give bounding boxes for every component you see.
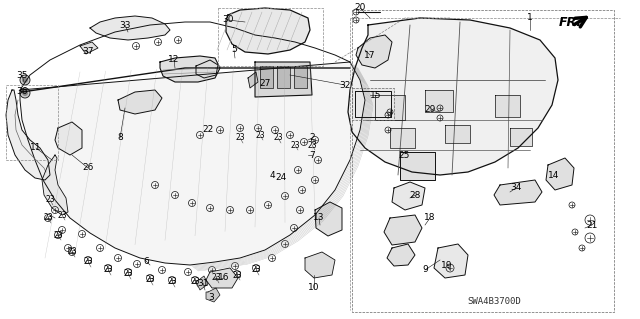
Text: 19: 19 — [441, 261, 452, 270]
Polygon shape — [392, 182, 425, 210]
Text: 16: 16 — [218, 273, 230, 283]
Text: 23: 23 — [83, 257, 93, 266]
Polygon shape — [206, 288, 220, 302]
Polygon shape — [305, 252, 335, 278]
Text: 23: 23 — [103, 265, 113, 275]
Text: 37: 37 — [83, 48, 93, 56]
Text: 6: 6 — [143, 256, 149, 265]
Text: 11: 11 — [30, 144, 42, 152]
Text: 5: 5 — [231, 46, 237, 55]
Polygon shape — [42, 155, 68, 215]
Polygon shape — [352, 88, 394, 120]
Text: 18: 18 — [424, 213, 436, 222]
Polygon shape — [20, 62, 365, 265]
Polygon shape — [390, 128, 415, 148]
Polygon shape — [348, 18, 558, 175]
Text: 23: 23 — [235, 133, 245, 143]
Text: 23: 23 — [167, 278, 177, 286]
Text: 23: 23 — [190, 278, 200, 286]
Text: 7: 7 — [309, 151, 315, 160]
Circle shape — [22, 77, 28, 83]
Polygon shape — [387, 244, 415, 266]
Text: 27: 27 — [259, 78, 271, 87]
Text: 12: 12 — [168, 56, 180, 64]
Polygon shape — [356, 35, 392, 68]
Polygon shape — [434, 244, 468, 278]
Polygon shape — [196, 276, 208, 290]
Text: 22: 22 — [202, 125, 214, 135]
Polygon shape — [118, 90, 162, 114]
Polygon shape — [260, 66, 273, 88]
Polygon shape — [248, 72, 258, 88]
Text: 24: 24 — [275, 174, 287, 182]
Text: 9: 9 — [422, 265, 428, 275]
Text: 23: 23 — [67, 248, 77, 256]
Text: 23: 23 — [251, 265, 261, 275]
Text: 23: 23 — [307, 140, 317, 150]
Text: 33: 33 — [119, 20, 131, 29]
Polygon shape — [445, 125, 470, 143]
Text: 26: 26 — [83, 164, 93, 173]
Text: 1: 1 — [527, 13, 533, 23]
Polygon shape — [384, 215, 422, 245]
Text: FR.: FR. — [559, 16, 582, 28]
Text: 23: 23 — [145, 276, 155, 285]
Polygon shape — [160, 56, 220, 82]
Polygon shape — [6, 90, 50, 180]
Text: 13: 13 — [313, 213, 324, 222]
Polygon shape — [375, 95, 405, 120]
Text: 23: 23 — [57, 211, 67, 219]
Text: 34: 34 — [510, 183, 522, 192]
Text: 4: 4 — [269, 170, 275, 180]
Text: 29: 29 — [424, 106, 436, 115]
Text: 25: 25 — [398, 151, 410, 160]
Text: 23: 23 — [232, 271, 242, 279]
Polygon shape — [255, 62, 312, 97]
Polygon shape — [80, 42, 98, 54]
Text: 30: 30 — [222, 16, 234, 25]
Text: 36: 36 — [16, 87, 28, 97]
Polygon shape — [495, 95, 520, 117]
Text: 21: 21 — [586, 220, 598, 229]
Polygon shape — [196, 60, 218, 78]
Text: 28: 28 — [410, 190, 420, 199]
Text: 35: 35 — [16, 70, 28, 79]
Text: 23: 23 — [211, 273, 221, 283]
Polygon shape — [277, 66, 290, 88]
Text: SWA4B3700D: SWA4B3700D — [467, 298, 521, 307]
Text: 32: 32 — [339, 80, 351, 90]
Polygon shape — [315, 202, 342, 236]
Text: 23: 23 — [53, 231, 63, 240]
Text: 23: 23 — [123, 270, 133, 278]
Text: 23: 23 — [45, 196, 55, 204]
Polygon shape — [294, 66, 307, 88]
Text: 31: 31 — [197, 278, 209, 287]
Text: 14: 14 — [548, 170, 560, 180]
Text: 23: 23 — [290, 140, 300, 150]
Text: 10: 10 — [308, 284, 320, 293]
Polygon shape — [206, 268, 238, 288]
Text: 3: 3 — [208, 293, 214, 302]
Text: 23: 23 — [273, 133, 283, 143]
Polygon shape — [425, 90, 453, 112]
Text: 8: 8 — [117, 133, 123, 143]
Text: 17: 17 — [364, 50, 376, 60]
Polygon shape — [400, 152, 435, 180]
Polygon shape — [226, 8, 310, 54]
Text: 2: 2 — [309, 133, 315, 143]
Polygon shape — [494, 180, 542, 205]
Text: 15: 15 — [371, 91, 381, 100]
Text: 23: 23 — [255, 130, 265, 139]
Circle shape — [20, 75, 30, 85]
Polygon shape — [55, 122, 82, 155]
Polygon shape — [510, 128, 532, 146]
Circle shape — [20, 88, 30, 98]
Text: 23: 23 — [43, 213, 53, 222]
Polygon shape — [90, 16, 170, 40]
Text: 20: 20 — [355, 4, 365, 12]
Polygon shape — [546, 158, 574, 190]
Circle shape — [22, 90, 28, 96]
